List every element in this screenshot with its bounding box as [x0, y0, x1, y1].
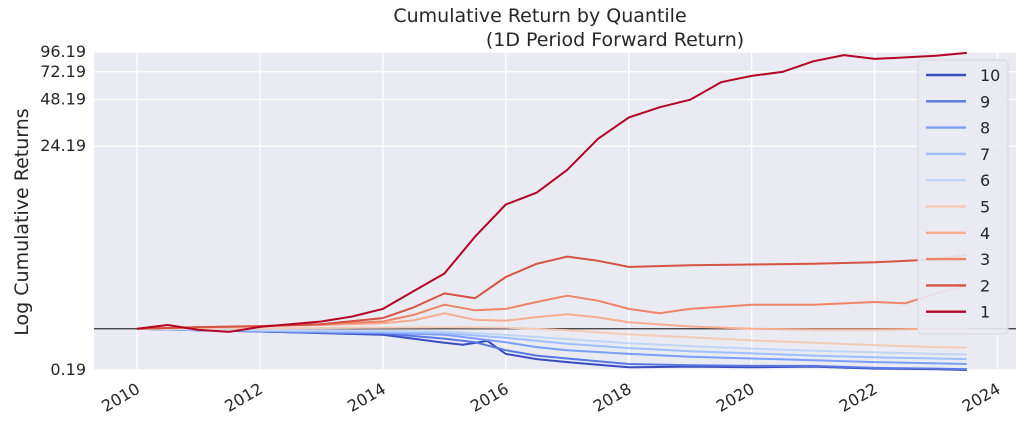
x-tick-label: 2014 — [344, 379, 389, 416]
series-line-5 — [136, 326, 967, 349]
y-axis-label: Log Cumulative Returns — [11, 108, 33, 335]
series-line-3 — [136, 284, 968, 330]
legend: 10 9 8 7 6 5 4 3 2 1 — [917, 59, 1009, 335]
y-tick-label: 96.19 — [40, 42, 86, 61]
legend-label: 5 — [980, 198, 990, 217]
legend-label: 6 — [980, 171, 990, 190]
series-line-2 — [136, 253, 967, 330]
x-tick-label: 2012 — [221, 379, 266, 416]
x-axis-ticks: 2010 2012 2014 2016 2018 2020 2022 2024 — [98, 379, 1003, 416]
legend-label: 7 — [980, 145, 990, 164]
legend-label: 9 — [980, 92, 990, 111]
y-tick-label: 48.19 — [40, 89, 86, 108]
series-lines — [136, 51, 968, 371]
legend-label: 4 — [980, 224, 990, 243]
x-tick-label: 2020 — [713, 379, 758, 416]
chart-title: Cumulative Return by Quantile — [393, 5, 686, 27]
legend-label: 1 — [980, 303, 990, 322]
legend-label: 8 — [980, 119, 990, 138]
legend-label: 10 — [980, 66, 1000, 85]
plot-area — [94, 52, 1016, 370]
y-tick-label: 0.19 — [50, 360, 86, 379]
series-line-6 — [136, 327, 967, 356]
x-tick-label: 2022 — [836, 379, 881, 416]
x-tick-label: 2016 — [467, 379, 512, 416]
y-tick-label: 24.19 — [40, 136, 86, 155]
chart-subtitle: (1D Period Forward Return) — [486, 29, 744, 51]
x-tick-label: 2010 — [98, 379, 143, 416]
x-tick-label: 2018 — [590, 379, 635, 416]
legend-label: 3 — [980, 250, 990, 269]
series-line-1 — [136, 51, 967, 333]
y-tick-label: 72.19 — [40, 62, 86, 81]
x-tick-label: 2024 — [959, 379, 1004, 416]
legend-label: 2 — [980, 276, 990, 295]
